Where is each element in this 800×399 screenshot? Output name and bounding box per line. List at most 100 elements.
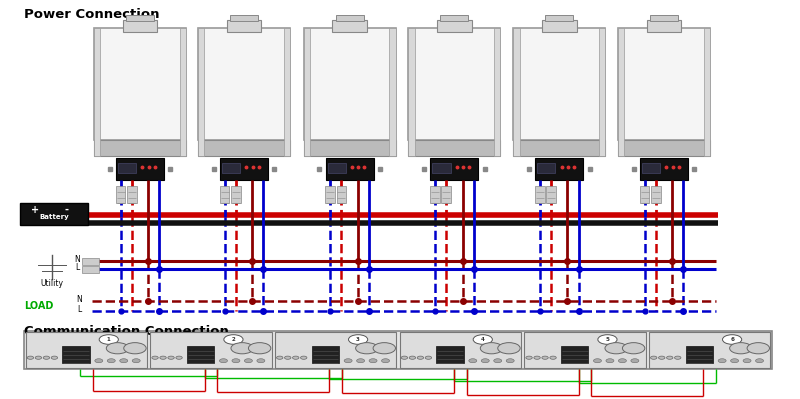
Bar <box>304 28 310 156</box>
Text: 1: 1 <box>107 337 110 342</box>
Circle shape <box>301 356 307 359</box>
Bar <box>198 28 205 156</box>
Circle shape <box>369 359 377 363</box>
Bar <box>618 28 710 140</box>
Bar <box>649 332 770 368</box>
Circle shape <box>357 359 365 363</box>
Circle shape <box>344 359 352 363</box>
Bar <box>535 186 545 203</box>
Bar <box>437 20 472 32</box>
Bar <box>126 15 154 21</box>
Bar <box>326 158 374 180</box>
Circle shape <box>743 359 751 363</box>
Bar <box>640 186 650 203</box>
Bar <box>82 258 99 265</box>
Bar <box>222 163 240 174</box>
Text: L: L <box>76 263 80 272</box>
Circle shape <box>152 356 158 359</box>
Bar <box>198 140 290 156</box>
Circle shape <box>494 359 502 363</box>
Bar <box>618 28 624 156</box>
Circle shape <box>382 359 390 363</box>
Circle shape <box>402 356 408 359</box>
Bar <box>561 346 589 363</box>
Circle shape <box>473 335 492 344</box>
Bar <box>198 28 290 140</box>
Bar <box>116 186 126 203</box>
Text: L: L <box>78 305 82 314</box>
Bar <box>651 186 661 203</box>
Circle shape <box>418 356 424 359</box>
Circle shape <box>594 359 602 363</box>
Bar <box>220 158 268 180</box>
Circle shape <box>426 356 432 359</box>
Text: 3: 3 <box>356 337 360 342</box>
Circle shape <box>410 356 416 359</box>
Bar <box>226 20 262 32</box>
Bar <box>94 28 101 156</box>
Text: N: N <box>76 295 82 304</box>
Circle shape <box>674 356 681 359</box>
Circle shape <box>245 359 253 363</box>
Bar <box>24 331 772 369</box>
Circle shape <box>526 356 532 359</box>
Text: Communication Connection: Communication Connection <box>24 325 229 338</box>
Circle shape <box>755 359 763 363</box>
Circle shape <box>730 343 752 354</box>
Bar <box>332 20 367 32</box>
Bar <box>179 28 186 156</box>
Circle shape <box>718 359 726 363</box>
Bar <box>220 186 230 203</box>
Bar <box>642 163 660 174</box>
Bar <box>618 140 710 156</box>
Circle shape <box>132 359 140 363</box>
Bar <box>230 15 258 21</box>
Bar <box>514 28 605 140</box>
Bar <box>546 186 556 203</box>
Circle shape <box>51 356 58 359</box>
Bar <box>686 346 713 363</box>
Circle shape <box>231 343 254 354</box>
Text: -: - <box>64 205 68 215</box>
Circle shape <box>482 359 490 363</box>
Circle shape <box>666 356 673 359</box>
Bar <box>514 140 605 156</box>
Bar <box>327 163 346 174</box>
Circle shape <box>277 356 283 359</box>
Circle shape <box>120 359 128 363</box>
Bar <box>94 140 186 156</box>
Bar <box>437 346 464 363</box>
Circle shape <box>95 359 102 363</box>
Bar <box>537 163 555 174</box>
Bar <box>650 15 678 21</box>
Circle shape <box>469 359 477 363</box>
Bar <box>640 158 688 180</box>
Circle shape <box>349 335 368 344</box>
Bar <box>408 28 501 140</box>
Circle shape <box>356 343 378 354</box>
Bar <box>20 203 88 225</box>
Circle shape <box>168 356 174 359</box>
Circle shape <box>232 359 240 363</box>
Bar <box>389 28 396 156</box>
Text: +: + <box>31 205 39 215</box>
Circle shape <box>285 356 291 359</box>
Circle shape <box>480 343 502 354</box>
Bar <box>442 186 451 203</box>
Bar <box>187 346 214 363</box>
Bar <box>524 332 646 368</box>
Circle shape <box>550 356 556 359</box>
Bar <box>62 346 90 363</box>
Text: 2: 2 <box>231 337 235 342</box>
Circle shape <box>498 343 520 354</box>
Bar <box>231 186 241 203</box>
Circle shape <box>598 335 617 344</box>
Text: Utility: Utility <box>41 279 63 288</box>
Text: 6: 6 <box>730 337 734 342</box>
Circle shape <box>106 343 129 354</box>
Circle shape <box>658 356 665 359</box>
Bar <box>598 28 605 156</box>
Circle shape <box>219 359 227 363</box>
Bar <box>535 158 583 180</box>
Circle shape <box>249 343 271 354</box>
